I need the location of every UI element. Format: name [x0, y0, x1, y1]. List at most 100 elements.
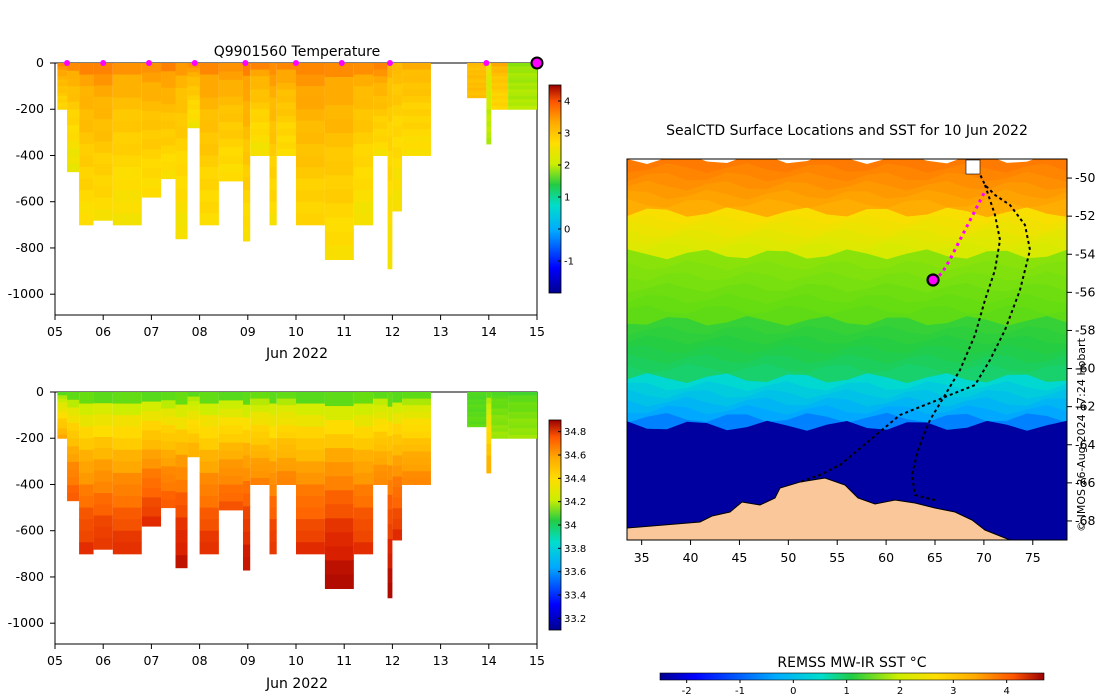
- profile-cell: [218, 467, 243, 477]
- profile-cell: [402, 96, 431, 104]
- profile-cell: [392, 508, 403, 520]
- temperature-colorbar: [548, 84, 562, 294]
- profile-cell: [276, 444, 296, 452]
- profile-cell: [392, 487, 403, 499]
- profile-cell: [67, 94, 80, 103]
- profile-cell: [175, 125, 188, 139]
- profile-18: [373, 63, 388, 156]
- profile-cell: [402, 398, 431, 406]
- profile-cell: [373, 142, 388, 150]
- profile-cell: [402, 115, 431, 123]
- profile-cell: [161, 449, 176, 459]
- profile-cell: [324, 245, 354, 261]
- profile-cell: [141, 168, 162, 179]
- profile-10: [218, 392, 243, 511]
- profile-cell: [353, 519, 374, 532]
- profile-cell: [250, 142, 270, 150]
- profile-cell: [402, 425, 431, 433]
- profile-cell: [161, 162, 176, 171]
- profile-cell: [269, 120, 277, 133]
- profile-cell: [161, 112, 176, 122]
- profile-cell: [93, 403, 113, 415]
- profile-cell: [175, 150, 188, 164]
- profile-cell: [387, 450, 393, 466]
- profile-cell: [269, 403, 277, 416]
- profile-cell: [57, 411, 68, 416]
- profile-cell: [161, 491, 176, 500]
- profile-cell: [387, 77, 393, 93]
- profile-cell: [175, 454, 188, 468]
- profile-cell: [269, 415, 277, 428]
- profile-cell: [276, 148, 296, 156]
- profile-cell: [467, 399, 487, 403]
- profile-cell: [296, 496, 325, 509]
- profile-cell: [187, 86, 200, 92]
- profile-cell: [387, 151, 393, 167]
- profile-cell: [467, 72, 487, 76]
- profile-cell: [67, 415, 80, 424]
- profile-1: [67, 63, 80, 173]
- profile-cell: [175, 88, 188, 102]
- profile-8: [187, 392, 200, 458]
- profile-19: [387, 63, 393, 270]
- profile-cell: [324, 217, 354, 232]
- profile-cell: [276, 129, 296, 137]
- profile-cell: [250, 477, 270, 485]
- profile-cell: [467, 77, 487, 81]
- profile-cell: [387, 136, 393, 152]
- profile-0: [57, 392, 68, 439]
- profile-cell: [353, 415, 374, 428]
- profile-cell: [218, 164, 243, 173]
- profile-cell: [112, 507, 142, 520]
- profile-cell: [324, 77, 354, 92]
- profile-cell: [486, 467, 492, 474]
- profile-cell: [387, 254, 393, 270]
- profile-cell: [161, 170, 176, 180]
- profile-time-marker: [242, 60, 249, 66]
- profile-cell: [112, 403, 142, 416]
- profile-cell: [112, 530, 142, 543]
- profile-cell: [67, 461, 80, 471]
- profile-cell: [296, 132, 325, 145]
- profile-cell: [508, 69, 537, 74]
- profile-cell: [242, 493, 251, 507]
- profile-cell: [141, 449, 162, 460]
- profile-cell: [112, 496, 142, 509]
- profile-cell: [79, 74, 94, 87]
- profile-cell: [324, 448, 354, 463]
- profile-cell: [57, 86, 68, 90]
- profile-cell: [373, 109, 388, 117]
- profile-time-marker: [100, 60, 107, 66]
- profile-cell: [387, 509, 393, 525]
- profile-14: [276, 63, 296, 156]
- profile-cell: [187, 424, 200, 430]
- profile-cell: [141, 187, 162, 198]
- profile-cell: [141, 101, 162, 112]
- profile-cell: [324, 532, 354, 547]
- profile-cell: [353, 542, 374, 555]
- sst-colorbar-label: REMSS MW-IR SST °C: [777, 655, 926, 671]
- profile-8: [187, 63, 200, 129]
- profile-cell: [467, 396, 487, 400]
- profile-cell: [392, 147, 403, 159]
- profile-cell: [392, 529, 403, 541]
- profile-cell: [296, 178, 325, 191]
- profile-cell: [57, 421, 68, 426]
- profile-cell: [218, 172, 243, 182]
- y-tick-label: -400: [16, 147, 44, 162]
- profile-cell: [486, 80, 492, 87]
- profile-cell: [112, 426, 142, 439]
- profile-2: [79, 392, 94, 555]
- profile-cell: [175, 530, 188, 544]
- profile-cell: [467, 394, 487, 398]
- profile-cell: [491, 86, 509, 90]
- profile-cell: [67, 78, 80, 87]
- profile-cell: [402, 69, 431, 77]
- profile-cell: [242, 101, 251, 115]
- map-x-tick-label: 35: [634, 550, 650, 565]
- profile-cell: [324, 133, 354, 148]
- profile-cell: [199, 132, 219, 145]
- profile-cell: [242, 481, 251, 495]
- map-x-tick-label: 55: [829, 550, 845, 565]
- colorbar-tick-label: -1: [564, 257, 574, 268]
